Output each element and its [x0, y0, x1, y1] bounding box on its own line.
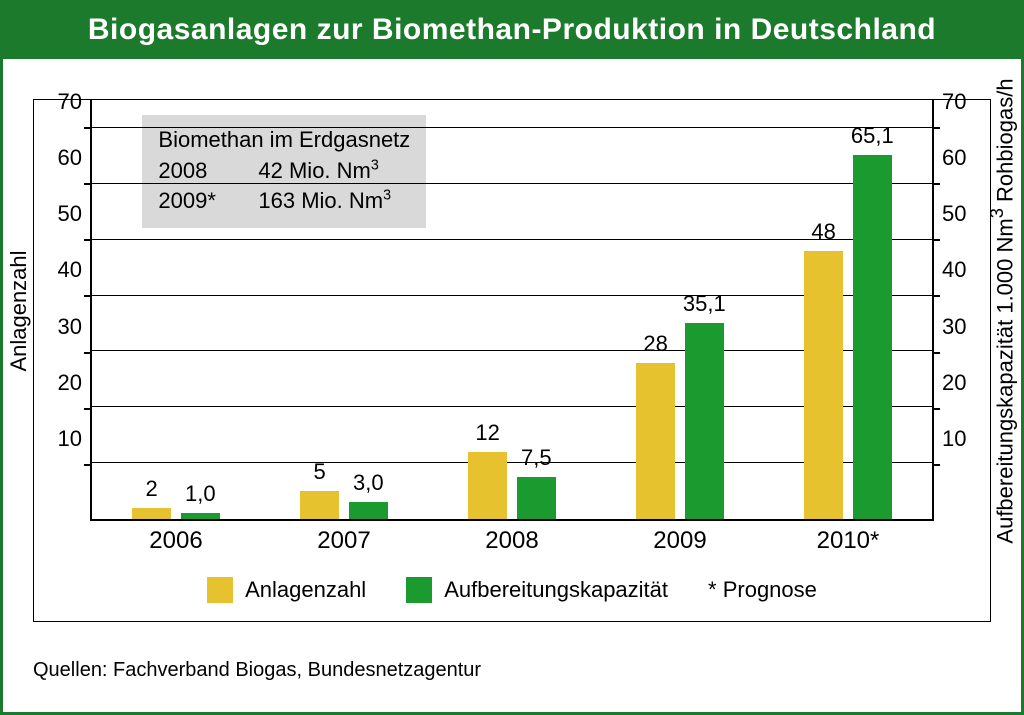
- info-box-row: 2009* 163 Mio. Nm3: [158, 186, 410, 216]
- y-tick-left: 50: [58, 201, 82, 227]
- info-box-title: Biomethan im Erdgasnetz: [158, 125, 410, 155]
- y-tick-left: 10: [58, 426, 82, 452]
- legend-item: Anlagenzahl: [207, 577, 366, 603]
- y-tick-right: 50: [942, 201, 966, 227]
- y-tick-right: 40: [942, 257, 966, 283]
- y-tick-right: 10: [942, 426, 966, 452]
- chart-container: Biogasanlagen zur Biomethan-Produktion i…: [0, 0, 1024, 715]
- bar-value-label: 48: [811, 219, 835, 245]
- y-tick-right: 20: [942, 370, 966, 396]
- sources-text: Quellen: Fachverband Biogas, Bundesnetza…: [33, 659, 481, 682]
- y-tick-right: 60: [942, 145, 966, 171]
- bar-kapazitaet: 3,0: [349, 502, 388, 519]
- y-axis-left: Anlagenzahl 10203040506070: [34, 100, 90, 521]
- y-axis-left-label: Anlagenzahl: [6, 250, 32, 371]
- bar-value-label: 3,0: [353, 470, 384, 496]
- x-category-label: 2009: [653, 527, 706, 555]
- plot-area: Biomethan im Erdgasnetz 200842 Mio. Nm32…: [90, 100, 934, 521]
- bar-anlagenzahl: 28: [636, 363, 675, 519]
- bar-value-label: 1,0: [185, 481, 216, 507]
- bar-kapazitaet: 7,5: [517, 477, 556, 519]
- info-box: Biomethan im Erdgasnetz 200842 Mio. Nm32…: [142, 115, 426, 228]
- gridline: [92, 239, 932, 240]
- y-tick-left: 70: [58, 89, 82, 115]
- legend-note: * Prognose: [708, 577, 817, 603]
- gridline: [92, 183, 932, 184]
- bar-value-label: 28: [643, 331, 667, 357]
- info-box-year: 2008: [158, 156, 230, 186]
- chart-body: Anlagenzahl 10 20 30 40 50 60 70 Biomethan im …: [3, 59, 1021, 712]
- bar-anlagenzahl: 2: [132, 508, 171, 519]
- chart-frame: Anlagenzahl 10203040506070 Biomethan im …: [33, 99, 991, 622]
- legend-swatch: [207, 577, 233, 603]
- y-tick-left: 30: [58, 314, 82, 340]
- x-category-label: 2007: [317, 527, 370, 555]
- bar-anlagenzahl: 12: [468, 452, 507, 519]
- bar-value-label: 7,5: [521, 445, 552, 471]
- y-tick-right: 30: [942, 314, 966, 340]
- bar-value-label: 35,1: [683, 291, 726, 317]
- bar-value-label: 5: [314, 459, 326, 485]
- bar-value-label: 2: [146, 476, 158, 502]
- y-tick-right: 70: [942, 89, 966, 115]
- legend-label: Aufbereitungskapazität: [444, 577, 668, 603]
- y-tick-left: 20: [58, 370, 82, 396]
- x-category-label: 2010*: [817, 527, 880, 555]
- legend: Anlagenzahl Aufbereitungskapazität * Pro…: [34, 573, 990, 621]
- legend-item: Aufbereitungskapazität: [406, 577, 668, 603]
- chart-title: Biogasanlagen zur Biomethan-Produktion i…: [3, 3, 1021, 59]
- bar-kapazitaet: 1,0: [181, 513, 220, 519]
- bar-anlagenzahl: 48: [804, 251, 843, 519]
- info-box-year: 2009*: [158, 186, 230, 216]
- y-axis-right: Aufbereitungskapazität 1.000 Nm3 Rohbiog…: [934, 100, 990, 521]
- bar-value-label: 65,1: [851, 123, 894, 149]
- y-tick-left: 40: [58, 257, 82, 283]
- bar-kapazitaet: 65,1: [853, 155, 892, 519]
- y-axis-right-label: Aufbereitungskapazität 1.000 Nm3 Rohbiog…: [986, 78, 1018, 543]
- info-box-row: 2008 42 Mio. Nm3: [158, 156, 410, 186]
- bar-kapazitaet: 35,1: [685, 323, 724, 519]
- legend-swatch: [406, 577, 432, 603]
- gridline: [92, 127, 932, 128]
- y-tick-left: 60: [58, 145, 82, 171]
- bar-value-label: 12: [475, 420, 499, 446]
- info-box-value: 42 Mio. Nm3: [258, 156, 378, 186]
- x-category-label: 2006: [149, 527, 202, 555]
- info-box-value: 163 Mio. Nm3: [258, 186, 391, 216]
- bar-anlagenzahl: 5: [300, 491, 339, 519]
- legend-label: Anlagenzahl: [245, 577, 366, 603]
- x-category-label: 2008: [485, 527, 538, 555]
